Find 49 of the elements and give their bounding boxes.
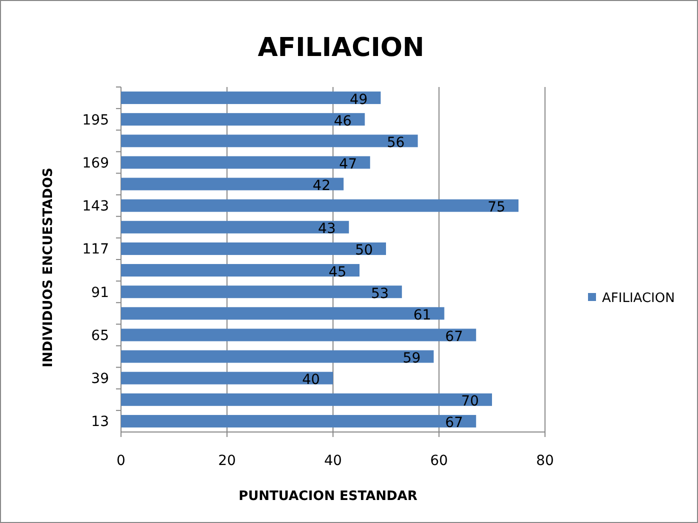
bar bbox=[121, 350, 434, 363]
data-label: 56 bbox=[386, 134, 405, 151]
bar bbox=[121, 156, 370, 169]
bar bbox=[121, 178, 344, 190]
data-label: 70 bbox=[461, 394, 479, 410]
bar bbox=[121, 372, 333, 384]
y-tick-label: 195 bbox=[82, 112, 109, 128]
y-tick-label: 169 bbox=[82, 155, 109, 172]
bar bbox=[121, 414, 476, 428]
data-label: 47 bbox=[339, 156, 358, 172]
y-tick-label: 91 bbox=[91, 284, 109, 301]
x-tick-label: 60 bbox=[430, 453, 448, 469]
y-tick-label: 65 bbox=[91, 328, 109, 344]
bar bbox=[121, 264, 360, 277]
bar bbox=[121, 199, 518, 212]
x-tick-label: 80 bbox=[536, 453, 554, 469]
x-axis-title: PUNTUACION ESTANDAR bbox=[238, 489, 418, 504]
bar bbox=[121, 242, 386, 255]
data-label: 42 bbox=[312, 178, 331, 194]
bar bbox=[121, 393, 492, 406]
data-label: 49 bbox=[350, 92, 368, 108]
y-tick-label: 117 bbox=[82, 242, 109, 258]
bar bbox=[121, 220, 349, 234]
data-label: 61 bbox=[413, 307, 432, 324]
bar bbox=[121, 92, 381, 104]
data-label: 43 bbox=[318, 221, 336, 238]
y-tick-label: 39 bbox=[91, 371, 109, 388]
bar bbox=[121, 328, 476, 342]
y-tick-label: 13 bbox=[91, 414, 109, 430]
y-axis-title: INDIVIDUOS ENCUESTADOS bbox=[41, 168, 56, 368]
data-label: 50 bbox=[355, 242, 373, 259]
x-tick-label: 20 bbox=[218, 453, 236, 469]
data-label: 53 bbox=[370, 286, 389, 302]
data-label: 45 bbox=[328, 264, 346, 280]
legend-label: AFILIACION bbox=[602, 291, 675, 306]
bar bbox=[121, 134, 418, 148]
data-label: 40 bbox=[302, 372, 320, 388]
bar bbox=[121, 307, 444, 320]
chart-title: AFILIACION bbox=[258, 33, 424, 63]
x-tick-label: 40 bbox=[324, 453, 342, 469]
data-label: 46 bbox=[334, 113, 352, 130]
y-tick-label: 143 bbox=[82, 198, 109, 215]
bar bbox=[121, 286, 402, 298]
data-label: 67 bbox=[445, 415, 464, 432]
x-tick-label: 0 bbox=[116, 453, 126, 469]
data-label: 67 bbox=[445, 328, 464, 345]
data-label: 59 bbox=[402, 350, 421, 367]
bar bbox=[121, 113, 365, 126]
data-label: 75 bbox=[488, 200, 506, 216]
